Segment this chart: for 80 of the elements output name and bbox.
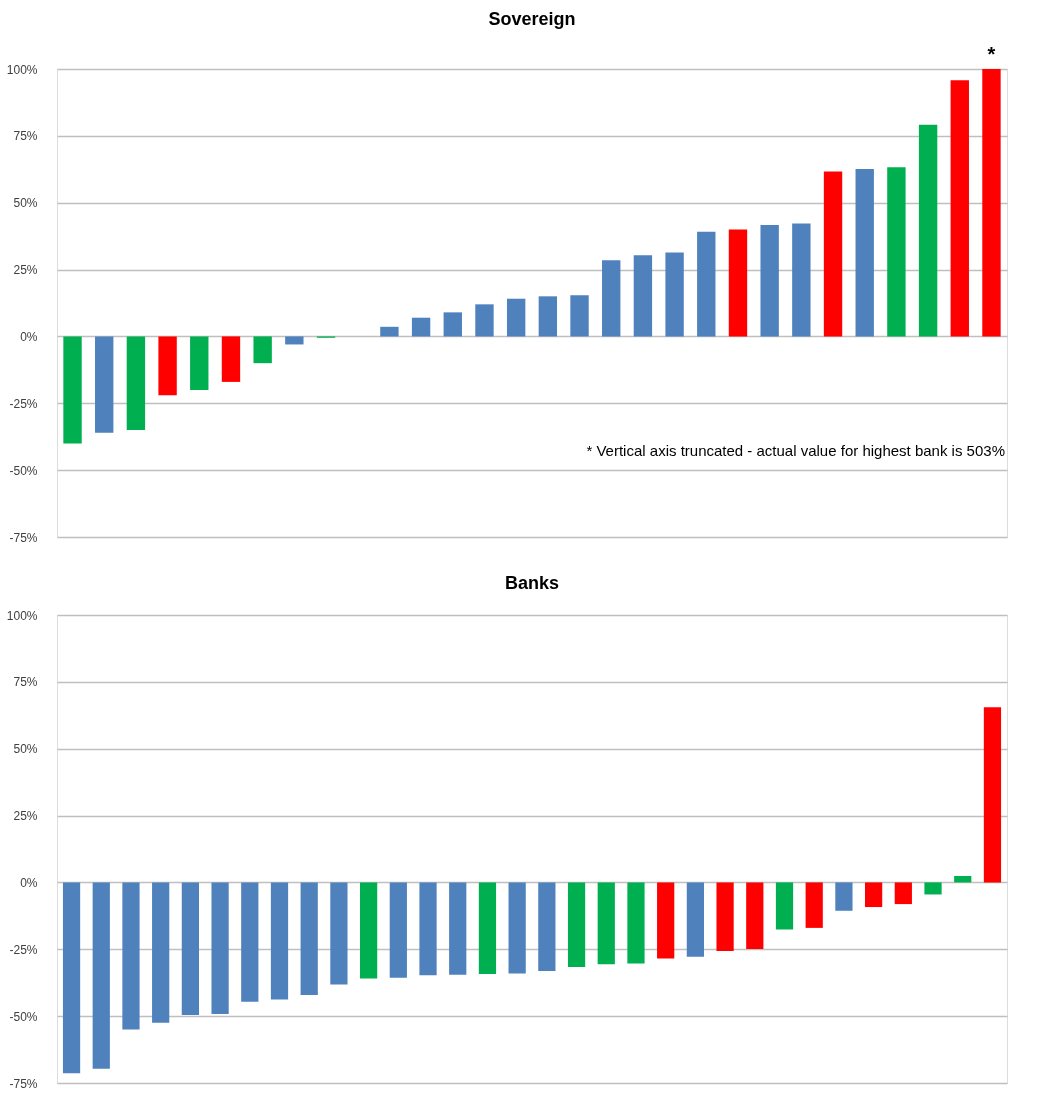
bar xyxy=(62,882,81,1074)
bar xyxy=(443,312,462,337)
y-tick-label: 50% xyxy=(13,196,38,211)
bar xyxy=(775,882,794,930)
bar xyxy=(190,336,209,390)
y-tick-label: -25% xyxy=(9,396,38,411)
bar xyxy=(95,336,114,433)
y-tick-label: 75% xyxy=(13,675,38,690)
bar xyxy=(627,882,645,964)
bar xyxy=(894,882,912,905)
y-tick-label: 75% xyxy=(13,129,38,144)
bar xyxy=(918,124,938,337)
bar xyxy=(330,882,348,985)
bar xyxy=(253,336,272,364)
bar xyxy=(924,882,942,895)
bar xyxy=(181,882,199,1016)
bar xyxy=(835,882,853,911)
bar xyxy=(449,882,467,975)
bar xyxy=(92,882,110,1069)
bar xyxy=(716,882,734,951)
annotation: * Vertical axis truncated - actual value for highest bank is 503% xyxy=(586,442,1005,460)
annotation: * xyxy=(987,43,996,65)
y-tick-label: 50% xyxy=(13,742,38,757)
bar xyxy=(211,882,229,1014)
bar xyxy=(728,229,748,337)
y-tick-label: 0% xyxy=(20,329,38,344)
bar xyxy=(865,882,883,908)
bar xyxy=(597,882,615,965)
bar xyxy=(792,223,811,337)
bar xyxy=(686,882,704,957)
bar xyxy=(419,882,437,976)
bar xyxy=(360,882,378,979)
bar xyxy=(152,882,170,1023)
bar xyxy=(697,231,716,337)
bar xyxy=(126,336,146,431)
bar xyxy=(567,882,586,967)
bar xyxy=(823,171,843,337)
bar xyxy=(300,882,318,996)
bar xyxy=(389,882,407,978)
bar xyxy=(478,882,497,974)
bar xyxy=(538,882,556,971)
bar xyxy=(221,336,241,382)
bar xyxy=(241,882,259,1002)
bar xyxy=(380,326,399,337)
bar xyxy=(508,882,526,974)
y-tick-label: -75% xyxy=(9,530,38,545)
bar xyxy=(538,296,558,337)
bar xyxy=(657,882,675,959)
bar xyxy=(855,169,874,337)
y-tick-label: -50% xyxy=(9,463,38,478)
bar xyxy=(805,882,823,928)
bar xyxy=(887,167,906,337)
bar xyxy=(158,336,177,396)
bar xyxy=(760,224,779,337)
bar xyxy=(122,882,140,1030)
y-tick-label: -50% xyxy=(9,1009,38,1024)
y-tick-label: 0% xyxy=(20,875,38,890)
y-tick-label: -25% xyxy=(9,942,38,957)
bar xyxy=(665,252,684,337)
bar xyxy=(570,295,589,337)
bar xyxy=(411,317,431,337)
bar xyxy=(983,707,1002,883)
y-tick-label: -75% xyxy=(9,1076,38,1091)
bar xyxy=(950,80,969,337)
bar xyxy=(633,255,653,337)
chart-title: Banks xyxy=(504,573,560,593)
bar xyxy=(746,882,764,950)
bar xyxy=(475,304,494,337)
bar xyxy=(270,882,289,1000)
y-tick-label: 100% xyxy=(6,608,38,623)
bar xyxy=(63,336,82,444)
bar xyxy=(285,336,304,345)
bar xyxy=(954,876,972,883)
bar xyxy=(602,260,621,337)
y-tick-label: 25% xyxy=(13,263,38,278)
bar xyxy=(982,69,1001,337)
y-tick-label: 25% xyxy=(13,809,38,824)
bar xyxy=(506,298,526,337)
y-tick-label: 100% xyxy=(6,62,38,77)
chart-title: Sovereign xyxy=(488,9,576,29)
